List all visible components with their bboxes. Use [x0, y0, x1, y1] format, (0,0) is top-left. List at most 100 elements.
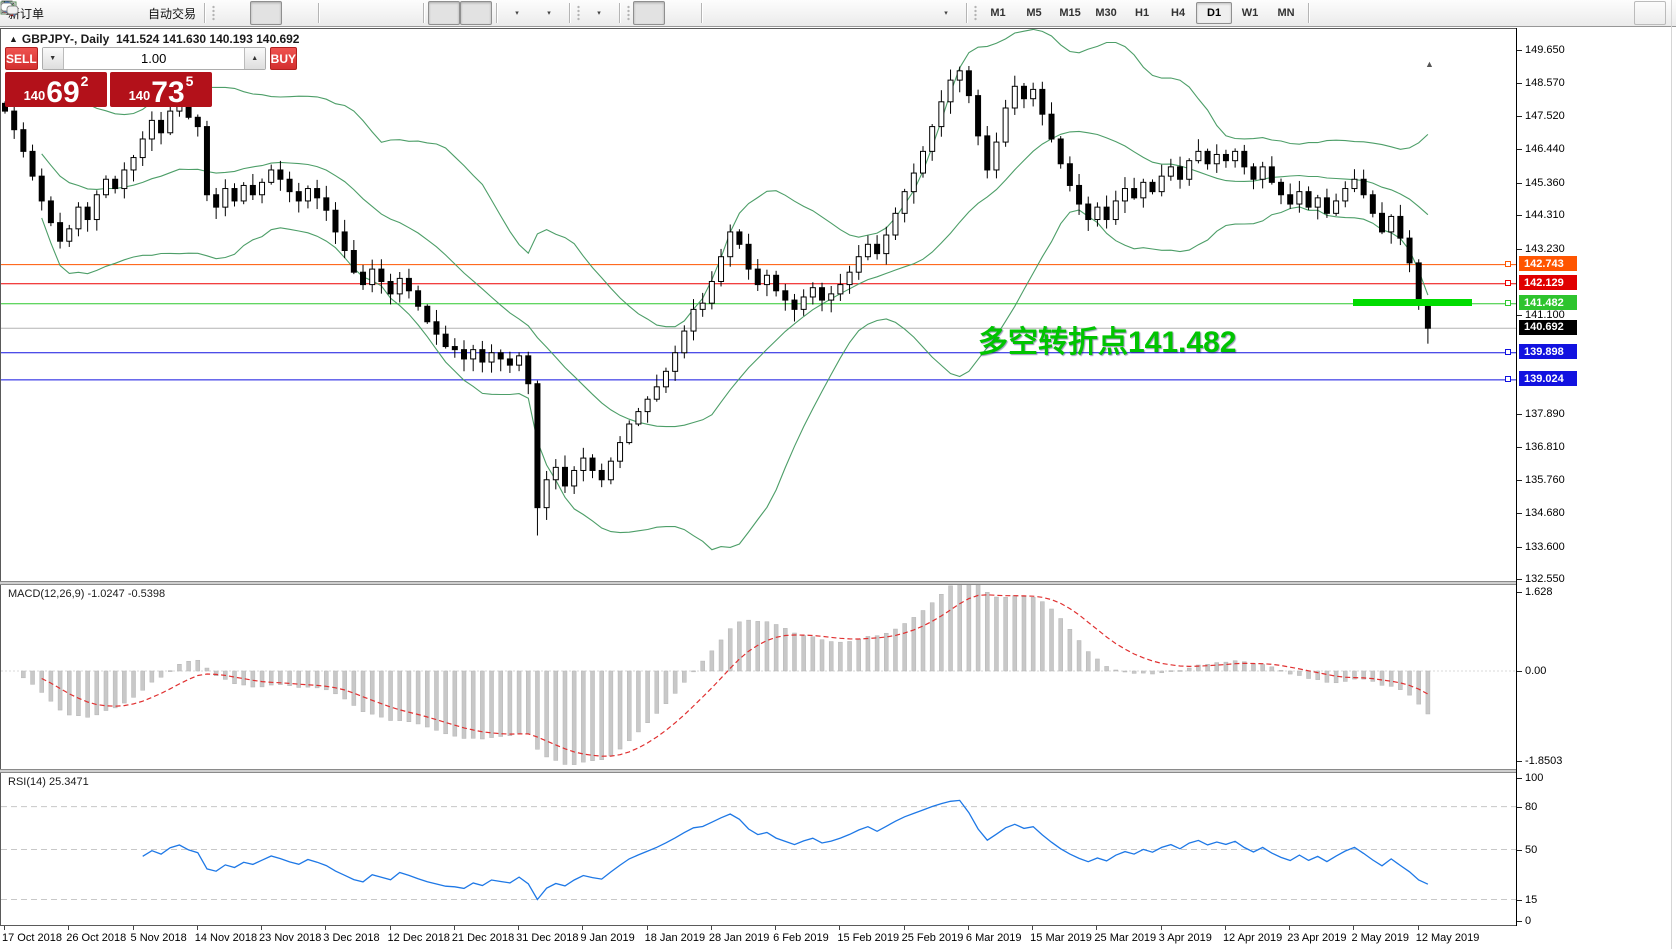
volume-input[interactable] [62, 48, 245, 69]
date-tick-mark [196, 926, 198, 930]
buy-button[interactable]: BUY [269, 47, 298, 70]
timeframe-button-h1[interactable]: H1 [1135, 7, 1150, 19]
timeframe-button-m5[interactable]: M5 [1026, 7, 1042, 19]
main-chart-panel[interactable]: ▲ GBPJPY-, Daily 141.524 141.630 140.193 … [0, 28, 1517, 582]
tile-windows-button[interactable] [0, 1, 419, 25]
bar-chart-button[interactable] [2, 1, 250, 25]
candle [1076, 184, 1083, 205]
market-watch-button[interactable] [2, 1, 80, 25]
navigator-button[interactable] [1, 1, 112, 25]
zoom-in-button[interactable] [1, 1, 355, 25]
candlestick-chart-button[interactable] [2, 1, 283, 25]
price-tick-mark [1517, 248, 1522, 250]
timeframe-button-m15[interactable]: M15 [1059, 7, 1081, 19]
one-click-trading-panel: SELL ▼ ▲ BUY 140 69 2 140 73 5 [5, 47, 298, 107]
candle [1020, 85, 1027, 100]
community-button[interactable] [0, 1, 1666, 25]
timeframe-button-w1[interactable]: W1 [1241, 7, 1259, 19]
date-tick-mark [1417, 926, 1419, 930]
chart-annotation-text[interactable]: 多空转折点141.482 [978, 326, 1237, 359]
date-tick-mark [1224, 926, 1226, 930]
candle [874, 243, 881, 255]
highlight-bar[interactable] [1353, 299, 1472, 306]
signals-button[interactable] [2, 1, 144, 25]
macd-bar [498, 670, 503, 737]
panel-separator[interactable] [0, 769, 1517, 773]
macd-bar [1242, 661, 1247, 672]
candle [1241, 150, 1248, 168]
panel-separator[interactable] [0, 581, 1517, 585]
candle [552, 466, 559, 481]
price-axis[interactable]: 149.650 148.570 147.520 146.440 145.360 144.3… [1516, 28, 1676, 927]
candle [20, 129, 27, 152]
candle [304, 188, 311, 202]
candle [708, 280, 715, 304]
candle [121, 169, 128, 190]
date-tick-mark [1096, 926, 1098, 930]
zoom-out-button[interactable] [1, 1, 387, 25]
search-button[interactable] [1, 1, 1634, 25]
date-tick-mark [582, 926, 584, 930]
sell-price-tile[interactable]: 140 69 2 [5, 72, 107, 107]
timeframe-button-d1[interactable]: D1 [1196, 2, 1233, 24]
candle [1342, 188, 1349, 202]
date-tick-mark [646, 926, 648, 930]
rsi-tick-mark [1517, 849, 1522, 851]
rsi-panel[interactable]: RSI(14) 25.3471 [0, 773, 1517, 926]
candle [84, 206, 91, 221]
timeframe-button-h4[interactable]: H4 [1171, 7, 1186, 19]
candle [1066, 163, 1073, 186]
macd-bar [1131, 670, 1137, 674]
sell-button[interactable]: SELL [5, 47, 38, 70]
trendline-button[interactable] [1, 1, 802, 25]
line-chart-button[interactable] [0, 1, 314, 25]
indicators-button[interactable]: ▾ [0, 1, 615, 25]
auto-scroll-button[interactable] [1, 1, 493, 25]
collapse-arrow-icon[interactable]: ▲ [9, 34, 18, 44]
date-tick-mark [261, 926, 263, 930]
timeframe-button-m1[interactable]: M1 [990, 7, 1006, 19]
volume-decrease-button[interactable]: ▼ [42, 48, 63, 69]
macd-bar [819, 639, 825, 672]
line-handle[interactable] [1505, 348, 1511, 355]
autotrade-button[interactable]: 自动交易 [1, 1, 200, 25]
new-chart-button[interactable]: ▾ [1, 1, 533, 25]
date-label: 28 Jan 2019 [708, 932, 770, 944]
equidistant-channel-button[interactable]: E [1, 1, 834, 25]
line-handle[interactable] [1505, 279, 1511, 286]
buy-price-tile[interactable]: 140 73 5 [110, 72, 212, 107]
candle [901, 191, 908, 214]
line-handle[interactable] [1505, 375, 1511, 382]
candle [396, 277, 403, 295]
timeframe-button-m30[interactable]: M30 [1095, 7, 1117, 19]
new-chart-caret-icon: ▾ [515, 9, 519, 17]
timeframe-button-mn[interactable]: MN [1277, 7, 1295, 19]
line-handle[interactable] [1505, 299, 1511, 306]
profiles-button[interactable]: ▾ [1, 1, 565, 25]
chart-shift-button[interactable] [1, 1, 461, 25]
macd-bar [1407, 670, 1412, 696]
price-tick-label: 135.760 [1525, 474, 1565, 486]
crosshair-button[interactable] [1, 1, 697, 25]
text-label-button[interactable]: T [1, 1, 930, 25]
arrows-button[interactable]: ▾ [2, 1, 962, 25]
volume-increase-button[interactable]: ▲ [244, 48, 265, 69]
horizontal-line-button[interactable] [1, 1, 770, 25]
macd-bar [112, 670, 118, 709]
cursor-button[interactable] [4, 1, 666, 25]
candle [47, 200, 54, 224]
macd-bar [957, 585, 962, 672]
macd-bar [76, 670, 81, 716]
date-tick-mark [68, 926, 70, 930]
vertical-line-button[interactable] [6, 1, 738, 25]
fibonacci-button[interactable]: F [2, 1, 866, 25]
macd-bar [1003, 597, 1008, 672]
date-axis[interactable]: 17 Oct 2018 26 Oct 2018 5 Nov 2018 14 Nov 2… [0, 926, 1517, 949]
macd-bar [929, 602, 935, 672]
price-line-tag: 141.482 [1519, 295, 1577, 311]
text-button[interactable]: A [2, 1, 898, 25]
line-handle[interactable] [1505, 260, 1511, 267]
macd-panel[interactable]: MACD(12,26,9) -1.0247 -0.5398 [0, 585, 1517, 770]
price-chart-canvas[interactable] [1, 29, 1516, 581]
